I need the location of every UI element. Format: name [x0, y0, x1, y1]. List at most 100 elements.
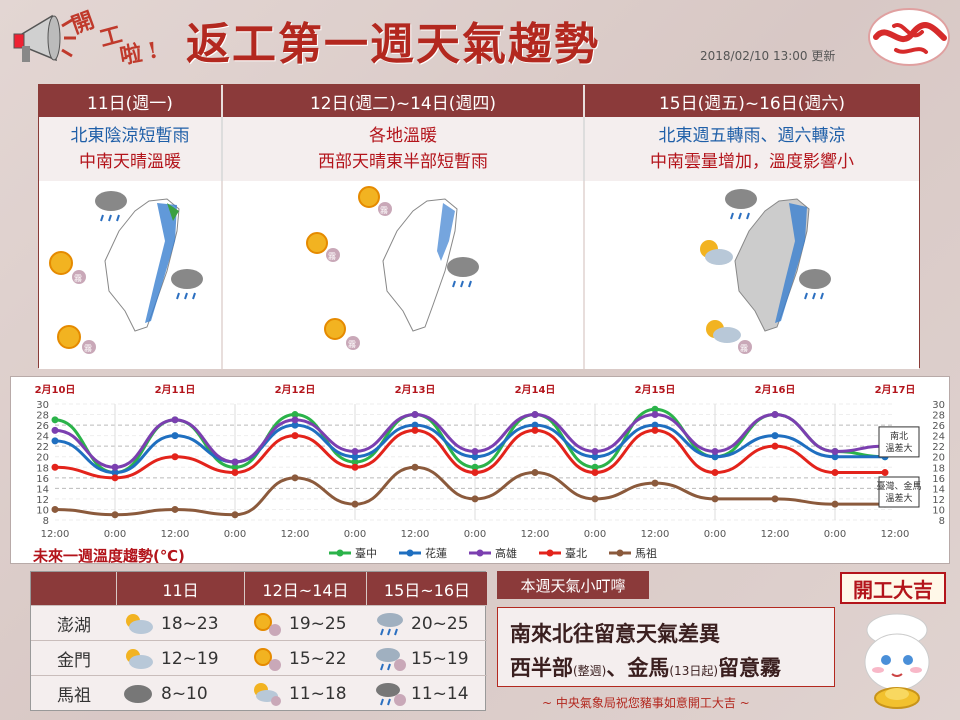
tip-text: 西半部 — [510, 656, 573, 680]
data-point — [471, 447, 479, 455]
kaigong-slogan: 開 工 啦 ! — [62, 7, 172, 74]
data-point — [411, 463, 419, 471]
data-point — [111, 463, 119, 471]
rain-cloud-icon — [799, 269, 831, 300]
data-point — [531, 426, 539, 434]
y-tick-label: 18 — [932, 463, 945, 474]
col-desc-day1: 北東陰涼短暫雨 中南天晴溫暖 — [39, 117, 223, 181]
annotation-text: 溫差大 — [885, 492, 912, 504]
data-point — [171, 432, 179, 440]
data-point — [111, 511, 119, 519]
tip-text: 、金馬 — [606, 656, 670, 680]
data-point — [591, 469, 599, 477]
table-row: 澎湖 18~23 19~25 20~25 — [31, 605, 487, 640]
data-point — [591, 495, 599, 503]
x-tick-label: 12:00 — [761, 529, 790, 540]
data-point — [351, 500, 359, 508]
partly-cloudy-fog-icon — [254, 683, 281, 706]
data-point — [291, 416, 299, 424]
legend-label: 花蓮 — [425, 546, 447, 560]
forecast-panel: 11日(週一) 北東陰涼短暫雨 中南天晴溫暖 霧 — [38, 84, 920, 369]
date-label: 2月11日 — [155, 384, 196, 396]
partly-cloudy-icon — [700, 240, 733, 265]
rain-fog-icon — [376, 683, 406, 706]
data-point — [651, 411, 659, 419]
table-header: 11日 — [117, 572, 245, 605]
map-day1: 霧 霧 — [39, 181, 223, 369]
slogan-char: 開 — [68, 7, 98, 39]
table-row: 金門 12~19 15~22 15~19 — [31, 640, 487, 675]
data-point — [651, 426, 659, 434]
desc-line: 中南天晴溫暖 — [79, 152, 181, 172]
data-point — [711, 469, 719, 477]
data-point — [51, 416, 59, 424]
data-point — [351, 447, 359, 455]
data-point — [831, 453, 839, 461]
series-line — [54, 465, 885, 517]
date-label: 2月17日 — [875, 384, 916, 396]
y-tick-label: 30 — [36, 400, 49, 411]
data-point — [471, 453, 479, 461]
cwb-logo — [868, 8, 950, 66]
desc-line: 中南雲量增加，溫度影響小 — [650, 152, 854, 172]
data-point — [711, 495, 719, 503]
cloudy-icon — [124, 685, 152, 703]
legend-label: 高雄 — [495, 546, 517, 560]
y-tick-label: 16 — [932, 474, 945, 485]
y-tick-label: 24 — [932, 432, 945, 443]
annotation-box — [878, 476, 920, 508]
x-tick-label: 0:00 — [824, 529, 846, 540]
legend-swatch — [476, 549, 484, 557]
temp-range: 15~22 — [289, 648, 347, 669]
megaphone-icon — [13, 14, 76, 62]
partly-cloudy-icon — [126, 649, 153, 669]
y-tick-label: 22 — [36, 442, 49, 453]
data-point — [651, 405, 659, 413]
y-tick-label: 16 — [36, 474, 49, 485]
data-point — [51, 463, 59, 471]
y-tick-label: 8 — [43, 516, 49, 527]
island-name: 澎湖 — [57, 616, 91, 636]
rain-cloud-icon — [95, 191, 127, 222]
taiwan-map: 霧 霧 霧 — [306, 186, 479, 350]
data-point — [831, 447, 839, 455]
x-tick-label: 0:00 — [344, 529, 366, 540]
tip-note: (整週) — [573, 664, 607, 678]
fog-badge: 霧 — [328, 252, 336, 261]
data-point — [171, 453, 179, 461]
temp-range: 18~23 — [161, 613, 219, 634]
date-label: 2月14日 — [515, 384, 556, 396]
data-point — [291, 474, 299, 482]
table-row: 馬祖 8~10 11~18 11~14 — [31, 675, 487, 710]
data-point — [471, 495, 479, 503]
legend-label: 臺北 — [565, 546, 587, 560]
tip-line: 西半部(整週)、金馬(13日起)留意霧 — [510, 652, 781, 682]
annotation-text: 臺灣、金馬 — [876, 480, 921, 492]
tip-text: 留意霧 — [718, 656, 782, 680]
data-point — [51, 437, 59, 445]
data-point — [711, 447, 719, 455]
data-point — [51, 426, 59, 434]
date-label: 2月12日 — [275, 384, 316, 396]
sun-fog-icon: 霧 — [49, 251, 86, 284]
partly-cloudy-fog-icon: 霧 — [706, 320, 752, 354]
data-point — [231, 469, 239, 477]
y-tick-label: 18 — [36, 463, 49, 474]
header: 開 工 啦 ! 返工第一週天氣趨勢 2018/02/10 13:00 更新 — [0, 0, 960, 78]
data-point — [411, 426, 419, 434]
x-tick-label: 0:00 — [464, 529, 486, 540]
temperature-chart: 8 8 10 10 12 12 14 14 16 16 18 18 20 20 22 22 24 24 26 26 28… — [10, 376, 950, 565]
data-point — [51, 505, 59, 513]
islands-table: 11日 12日~14日 15日~16日 澎湖 18~23 19~25 20~25… — [30, 571, 487, 711]
annotation-text: 溫差大 — [885, 442, 912, 454]
fog-badge: 霧 — [348, 340, 356, 349]
series-line — [54, 428, 885, 480]
y-tick-label: 20 — [36, 453, 49, 464]
temp-range: 20~25 — [411, 613, 469, 634]
data-point — [111, 474, 119, 482]
legend-label: 臺中 — [355, 546, 377, 560]
island-name: 馬祖 — [57, 686, 91, 706]
table-header: 12日~14日 — [245, 572, 367, 605]
page-title: 返工第一週天氣趨勢 — [186, 19, 600, 70]
